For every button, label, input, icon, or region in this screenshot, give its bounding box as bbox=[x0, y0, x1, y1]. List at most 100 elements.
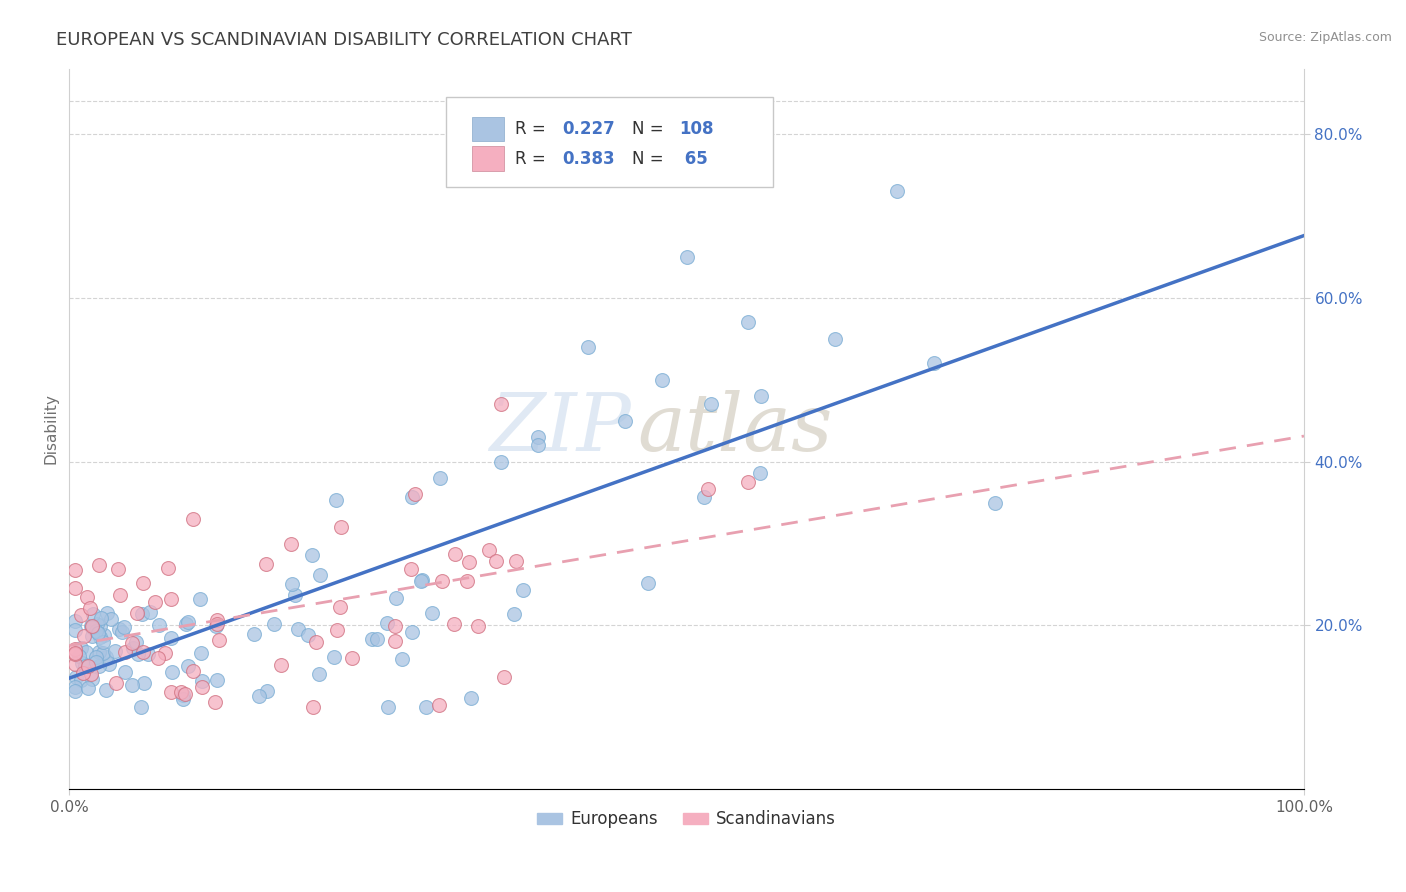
Point bbox=[984, 495, 1007, 509]
Point bbox=[737, 315, 759, 329]
Point bbox=[96, 606, 118, 620]
Point bbox=[384, 618, 406, 632]
Point bbox=[72, 666, 94, 681]
Point bbox=[89, 618, 111, 632]
Point bbox=[256, 684, 278, 698]
Text: 108: 108 bbox=[679, 120, 714, 138]
Point bbox=[159, 685, 181, 699]
Point bbox=[73, 629, 96, 643]
Point bbox=[111, 625, 134, 640]
Point bbox=[491, 455, 513, 469]
Point bbox=[65, 680, 87, 694]
Point bbox=[112, 620, 135, 634]
Y-axis label: Disability: Disability bbox=[44, 393, 58, 465]
Point bbox=[70, 673, 93, 688]
Point bbox=[79, 601, 101, 615]
Point bbox=[427, 698, 450, 713]
Point bbox=[82, 607, 104, 621]
Point bbox=[91, 646, 114, 660]
Point bbox=[301, 548, 323, 562]
Point bbox=[174, 617, 197, 632]
FancyBboxPatch shape bbox=[472, 146, 503, 171]
Text: ZIP: ZIP bbox=[489, 390, 631, 467]
Point bbox=[77, 658, 100, 673]
Point bbox=[430, 574, 453, 589]
Point bbox=[361, 632, 384, 647]
Point bbox=[243, 627, 266, 641]
Point bbox=[93, 628, 115, 642]
Point bbox=[87, 645, 110, 659]
Point bbox=[65, 670, 87, 684]
Text: EUROPEAN VS SCANDINAVIAN DISABILITY CORRELATION CHART: EUROPEAN VS SCANDINAVIAN DISABILITY CORR… bbox=[56, 31, 633, 49]
Point bbox=[478, 542, 501, 557]
Text: atlas: atlas bbox=[637, 390, 832, 467]
Point bbox=[637, 576, 659, 591]
Point bbox=[305, 635, 328, 649]
Point bbox=[148, 618, 170, 632]
Point bbox=[65, 623, 87, 637]
Point bbox=[138, 605, 160, 619]
Point bbox=[80, 629, 103, 643]
Point bbox=[84, 655, 107, 669]
Point bbox=[404, 487, 426, 501]
Point bbox=[76, 681, 98, 695]
Point bbox=[69, 641, 91, 656]
Text: 65: 65 bbox=[679, 150, 709, 168]
Point bbox=[191, 673, 214, 688]
Point bbox=[121, 640, 143, 655]
Point bbox=[143, 595, 166, 609]
Point bbox=[512, 583, 534, 598]
Point bbox=[76, 591, 98, 605]
Point bbox=[121, 636, 143, 650]
Point bbox=[287, 622, 309, 636]
Point bbox=[700, 397, 723, 411]
Point bbox=[329, 600, 352, 615]
Point bbox=[576, 340, 599, 354]
Point bbox=[308, 666, 330, 681]
Point bbox=[136, 647, 159, 661]
Point bbox=[131, 607, 153, 621]
Text: R =: R = bbox=[515, 120, 551, 138]
Point bbox=[100, 612, 122, 626]
Point bbox=[107, 562, 129, 576]
Point bbox=[108, 622, 131, 636]
Point bbox=[444, 548, 467, 562]
Point bbox=[87, 625, 110, 640]
Text: N =: N = bbox=[633, 120, 669, 138]
Point bbox=[280, 576, 302, 591]
Point bbox=[188, 591, 211, 606]
Point bbox=[207, 673, 229, 687]
Point bbox=[922, 356, 945, 370]
Point bbox=[80, 667, 103, 681]
Point bbox=[65, 641, 87, 656]
Point bbox=[204, 619, 226, 633]
Point bbox=[173, 687, 195, 701]
Point bbox=[132, 575, 155, 590]
Point bbox=[401, 490, 423, 504]
Text: N =: N = bbox=[633, 150, 669, 168]
Point bbox=[181, 664, 204, 678]
Point bbox=[263, 617, 285, 632]
Point bbox=[125, 606, 148, 620]
Point bbox=[284, 588, 307, 602]
Point bbox=[309, 568, 332, 582]
Point bbox=[75, 645, 97, 659]
Point bbox=[886, 185, 908, 199]
Point bbox=[132, 676, 155, 690]
Point bbox=[80, 618, 103, 632]
Point bbox=[326, 623, 349, 637]
Point bbox=[65, 646, 87, 660]
Point bbox=[121, 678, 143, 692]
Point bbox=[323, 650, 346, 665]
Point bbox=[65, 581, 87, 595]
Point bbox=[207, 613, 229, 627]
Point bbox=[375, 615, 398, 630]
Point bbox=[824, 332, 846, 346]
Point bbox=[94, 683, 117, 698]
Point bbox=[409, 574, 432, 588]
Point bbox=[401, 625, 423, 640]
Point bbox=[325, 493, 347, 508]
Point bbox=[89, 630, 111, 644]
Legend: Europeans, Scandinavians: Europeans, Scandinavians bbox=[530, 804, 842, 835]
Point bbox=[207, 616, 229, 631]
